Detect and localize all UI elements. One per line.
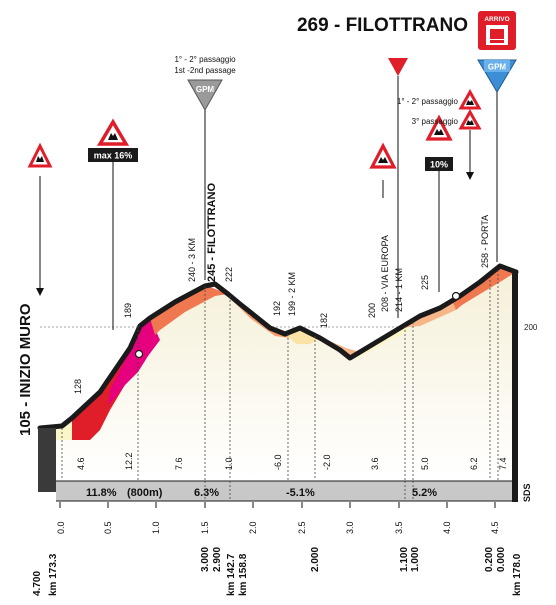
svg-text:208 - VIA EUROPA: 208 - VIA EUROPA [380, 235, 390, 312]
gradient-bar [56, 481, 516, 501]
red-triangle-marker [388, 58, 408, 76]
profile-end-wall [512, 270, 518, 502]
svg-text:2.000: 2.000 [310, 547, 321, 572]
svg-text:4.6: 4.6 [76, 457, 86, 470]
gpm-left-label: GPM [196, 85, 215, 94]
svg-text:-2.0: -2.0 [322, 454, 332, 470]
profile-start-wall [38, 428, 56, 492]
svg-text:214 - 1 KM: 214 - 1 KM [394, 268, 404, 312]
svg-text:189: 189 [123, 303, 133, 318]
svg-text:7.6: 7.6 [174, 457, 184, 470]
segment-gradients: 4.6 12.2 7.6 1.0 -6.0 -2.0 3.6 5.0 6.2 7… [76, 452, 508, 470]
svg-text:GPM: GPM [488, 63, 507, 72]
arrivo-icon: ARRIVO [478, 11, 516, 50]
gradient-bar-dividers [204, 481, 414, 501]
svg-text:240 - 3 KM: 240 - 3 KM [187, 238, 197, 282]
svg-text:0.0: 0.0 [56, 521, 66, 534]
altitude-reference-label: 200 [524, 323, 538, 332]
gpm-intermediate: 1° - 2° passaggio 1st -2nd passage GPM [174, 55, 236, 280]
svg-text:ARRIVO: ARRIVO [484, 16, 509, 23]
max-slope-warning: max 16% [88, 118, 138, 330]
svg-text:1.0: 1.0 [151, 521, 161, 534]
max-slope-label: max 16% [94, 151, 133, 161]
svg-text:245 - FILOTTRANO: 245 - FILOTTRANO [206, 183, 218, 282]
svg-text:7.4: 7.4 [498, 457, 508, 470]
svg-text:-6.0: -6.0 [273, 454, 283, 470]
gradient-bar-value-3: 6.3% [194, 487, 219, 499]
gradient-bar-value-1: 11.8% [86, 487, 117, 499]
gradient-bar-value-4: -5.1% [286, 487, 315, 499]
svg-text:6.2: 6.2 [469, 457, 479, 470]
svg-text:1.0: 1.0 [224, 457, 234, 470]
start-warning-icon [27, 142, 53, 168]
svg-text:199 - 2 KM: 199 - 2 KM [287, 272, 297, 316]
gradient-bar-value-5: 5.2% [412, 487, 437, 499]
svg-text:222: 222 [224, 267, 234, 282]
start-label: 105 - INIZIO MURO [17, 303, 34, 436]
sds-label: SDS [522, 483, 532, 502]
svg-text:0.200: 0.200 [484, 547, 495, 572]
gradient-band-very-steep [108, 318, 160, 405]
svg-text:2.900: 2.900 [212, 547, 223, 572]
svg-text:192: 192 [272, 301, 282, 316]
svg-text:km 173.3: km 173.3 [48, 553, 59, 596]
svg-text:2.5: 2.5 [297, 521, 307, 534]
svg-text:200: 200 [367, 303, 377, 318]
svg-text:km 142.7: km 142.7 [226, 553, 237, 596]
steep-point-marker [134, 349, 144, 359]
svg-text:2.0: 2.0 [248, 521, 258, 534]
svg-text:1.100: 1.100 [399, 547, 410, 572]
svg-text:182: 182 [319, 313, 329, 328]
finish-title: 269 - FILOTTRANO [297, 15, 468, 36]
svg-text:4.0: 4.0 [442, 521, 452, 534]
svg-text:5.0: 5.0 [420, 457, 430, 470]
svg-text:3.5: 3.5 [394, 521, 404, 534]
gpm-finish: GPM [477, 59, 517, 262]
svg-text:0.000: 0.000 [496, 547, 507, 572]
gpm-left-line1: 1° - 2° passaggio [174, 55, 236, 64]
svg-text:km 178.0: km 178.0 [512, 553, 523, 596]
gradient-band-climb-medium [452, 268, 516, 310]
svg-text:3.0: 3.0 [345, 521, 355, 534]
svg-text:4.5: 4.5 [490, 521, 500, 534]
porta-point-marker [451, 291, 461, 301]
svg-text:0.5: 0.5 [103, 521, 113, 534]
svg-text:4.700: 4.700 [32, 571, 43, 596]
svg-text:258 - PORTA: 258 - PORTA [480, 215, 490, 268]
profile-road-line [37, 263, 519, 431]
altitude-labels: 128 189 240 - 3 KM 245 - FILOTTRANO 222 … [73, 183, 490, 394]
svg-text:225: 225 [420, 275, 430, 290]
gpm-left-line2: 1st -2nd passage [174, 66, 236, 75]
svg-text:3.000: 3.000 [200, 547, 211, 572]
svg-text:1.000: 1.000 [410, 547, 421, 572]
passaggio-3-label: 3° passaggio [412, 117, 459, 126]
km-scale: 0.0 0.5 1.0 1.5 2.0 2.5 3.0 3.5 4.0 4.5 [56, 521, 500, 534]
start-arrow-head [36, 288, 44, 296]
slope-10-label: 10% [430, 160, 448, 170]
gradient-bar-value-2: (800m) [127, 487, 163, 499]
svg-text:3.6: 3.6 [370, 457, 380, 470]
mid-warning-icon [369, 142, 397, 169]
slope-10-warning: 10% [425, 114, 453, 292]
svg-text:km 158.8: km 158.8 [238, 553, 249, 596]
svg-text:128: 128 [73, 379, 83, 394]
gradient-band-medium [150, 285, 228, 335]
bottom-distance-labels: 4.700 km 173.3 3.000 2.900 km 142.7 km 1… [32, 547, 523, 596]
svg-text:1.5: 1.5 [200, 521, 210, 534]
svg-text:12.2: 12.2 [124, 452, 134, 470]
passaggio-12-label: 1° - 2° passaggio [397, 97, 459, 106]
passaggio-warning-icons [458, 88, 482, 180]
